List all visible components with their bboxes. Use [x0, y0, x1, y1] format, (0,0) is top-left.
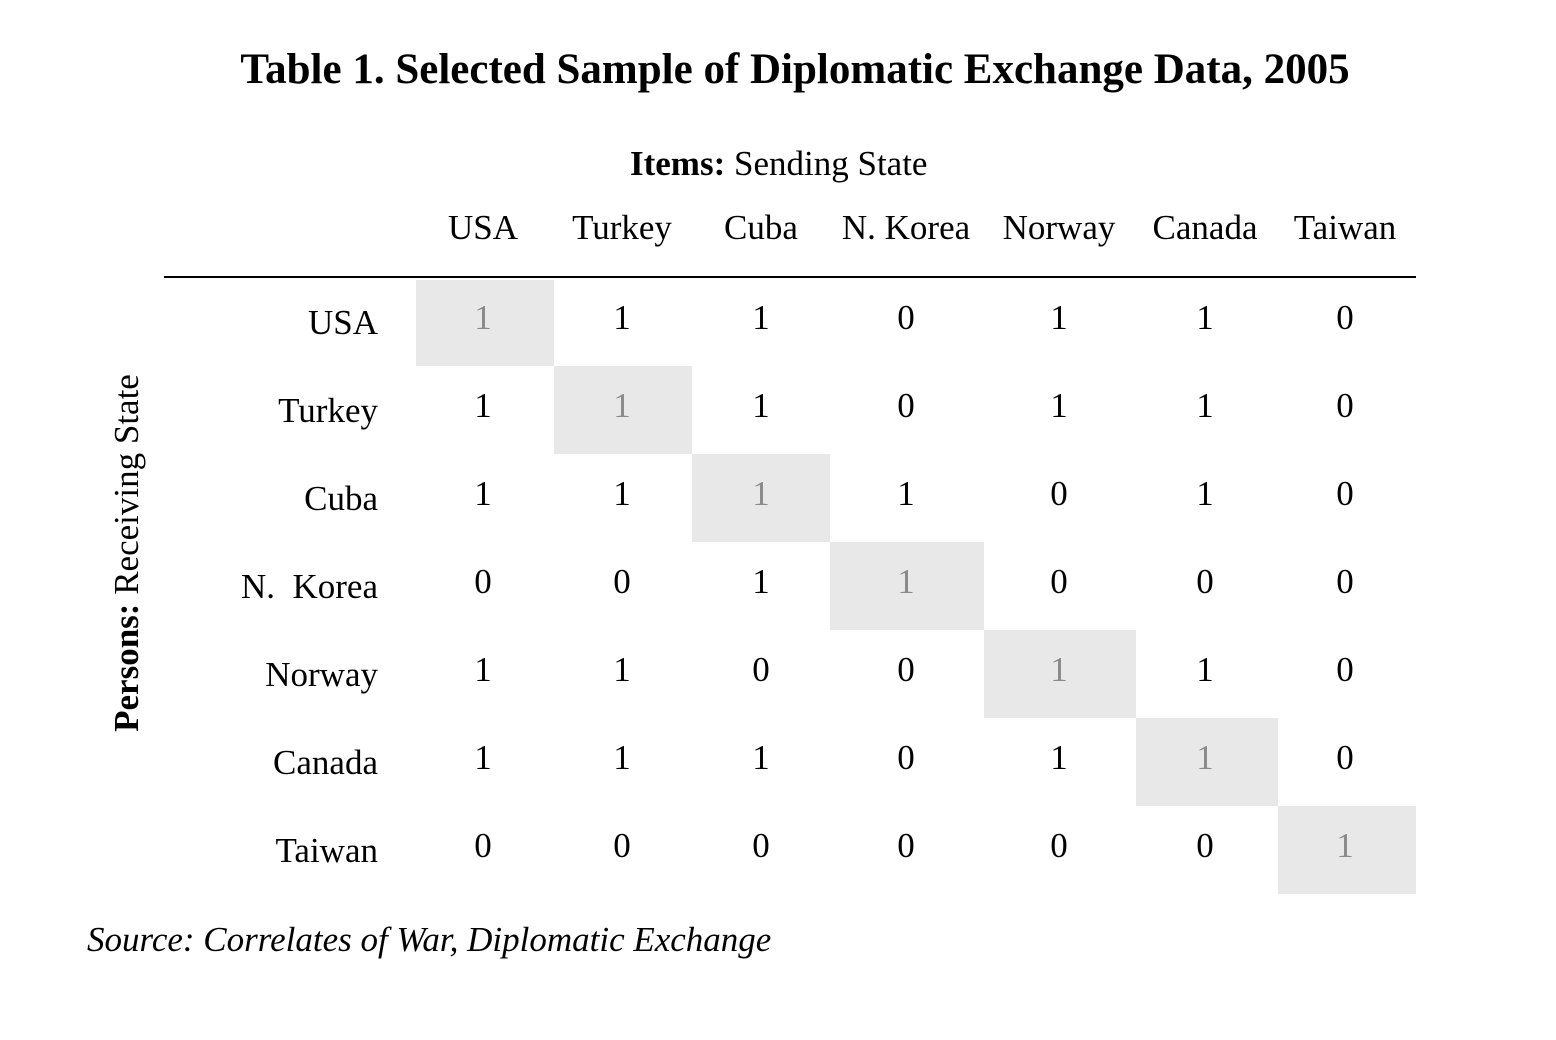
table-cell: 0 [1336, 562, 1354, 601]
row-label: Canada [273, 743, 378, 782]
table-cell: 1 [474, 386, 492, 425]
diagonal-cell-shade [554, 366, 692, 454]
items-label-bold: Items: [630, 144, 726, 183]
table-cell: 1 [752, 386, 770, 425]
table-cell: 1 [613, 386, 631, 425]
row-label: Taiwan [275, 831, 378, 870]
table-cell: 0 [613, 826, 631, 865]
diagonal-cell-shade [692, 454, 830, 542]
table-cell: 1 [1050, 386, 1068, 425]
table-cell: 1 [613, 650, 631, 689]
table-cell: 1 [752, 474, 770, 513]
table-cell: 0 [752, 650, 770, 689]
header-rule [164, 276, 1416, 278]
table-cell: 0 [474, 826, 492, 865]
table-cell: 1 [1196, 386, 1214, 425]
table-cell: 0 [474, 562, 492, 601]
diagonal-cell-shade [984, 630, 1136, 718]
items-label-text: Sending State [734, 144, 928, 183]
persons-label-bold: Persons: [107, 603, 146, 732]
table-cell: 1 [752, 298, 770, 337]
table-cell: 0 [897, 298, 915, 337]
items-axis-label: Items: Sending State [630, 142, 927, 186]
column-header: Cuba [724, 208, 798, 247]
table-cell: 1 [613, 474, 631, 513]
persons-axis-label: Persons: Receiving State [107, 374, 147, 732]
table-cell: 1 [897, 562, 915, 601]
column-header: Turkey [572, 208, 672, 247]
table-cell: 0 [1336, 474, 1354, 513]
column-header: Norway [1002, 208, 1116, 247]
table-cell: 1 [752, 738, 770, 777]
table-cell: 0 [897, 826, 915, 865]
table-cell: 0 [1050, 562, 1068, 601]
source-note: Source: Correlates of War, Diplomatic Ex… [87, 920, 772, 959]
row-label: Cuba [304, 479, 378, 518]
diagonal-cell-shade [416, 280, 554, 366]
table-cell: 1 [1050, 738, 1068, 777]
diagonal-cell-shade [1136, 718, 1278, 806]
table-cell: 1 [1196, 738, 1214, 777]
table-cell: 0 [752, 826, 770, 865]
table-cell: 1 [474, 650, 492, 689]
table-cell: 0 [1196, 562, 1214, 601]
row-label: USA [307, 303, 378, 342]
table-cell: 0 [613, 562, 631, 601]
row-label: N. Korea [240, 567, 378, 606]
persons-label-text: Receiving State [107, 374, 146, 595]
table-cell: 0 [897, 738, 915, 777]
table-cell: 1 [1336, 826, 1354, 865]
column-header: Canada [1152, 208, 1258, 247]
diagonal-cell-shade [1278, 806, 1416, 894]
table-cell: 0 [1050, 474, 1068, 513]
table-title: Table 1. Selected Sample of Diplomatic E… [240, 46, 1350, 93]
column-header: Taiwan [1293, 208, 1397, 247]
table-cell: 1 [613, 738, 631, 777]
table-cell: 1 [474, 738, 492, 777]
table-cell: 1 [752, 562, 770, 601]
table-cell: 0 [1336, 650, 1354, 689]
table-cell: 0 [1336, 738, 1354, 777]
table-cell: 0 [1196, 826, 1214, 865]
table-cell: 0 [1050, 826, 1068, 865]
table-cell: 1 [1050, 650, 1068, 689]
diagonal-cell-shade [830, 542, 984, 630]
row-label: Turkey [278, 391, 378, 430]
table-cell: 1 [474, 298, 492, 337]
column-header: N. Korea [841, 208, 971, 247]
table-cell: 1 [613, 298, 631, 337]
table-cell: 1 [1196, 650, 1214, 689]
table-cell: 0 [897, 386, 915, 425]
column-header: USA [447, 208, 519, 247]
table-cell: 1 [1196, 298, 1214, 337]
table-cell: 0 [1336, 298, 1354, 337]
table-cell: 1 [1196, 474, 1214, 513]
table-cell: 0 [1336, 386, 1354, 425]
table-cell: 0 [897, 650, 915, 689]
row-label: Norway [265, 655, 378, 694]
table-cell: 1 [1050, 298, 1068, 337]
table-cell: 1 [474, 474, 492, 513]
table-cell: 1 [897, 474, 915, 513]
